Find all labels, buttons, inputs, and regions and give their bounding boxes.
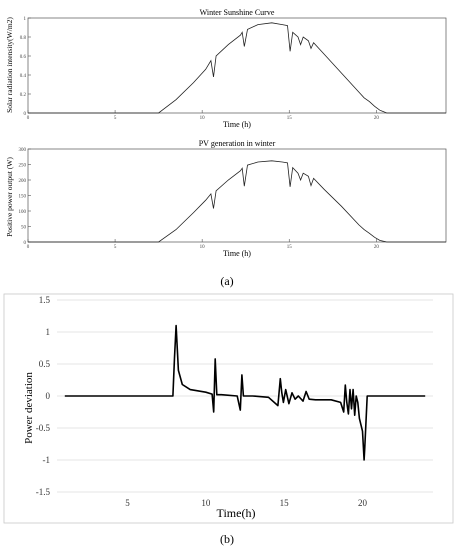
- panel-sunshine-xlabel: Time (h): [223, 120, 251, 129]
- panel-sunshine-plot-frame: [27, 17, 447, 114]
- y-tick-label: 50: [21, 225, 27, 230]
- y-tick-label: 250: [19, 163, 27, 168]
- panel-sunshine-line: [28, 22, 446, 114]
- y-tick-label: 0.2: [20, 93, 27, 98]
- y-tick-label: 0: [24, 112, 27, 117]
- y-tick-label: 300: [19, 148, 27, 153]
- panel-pv-line: [28, 160, 446, 243]
- x-tick-label: 10: [200, 116, 206, 121]
- panel-deviation-line: [64, 324, 426, 461]
- y-tick-label: 150: [19, 194, 27, 199]
- y-tick-label: 0.8: [20, 36, 27, 41]
- panel-deviation-xlabel: Time(h): [217, 506, 256, 520]
- y-tick-label: 1.5: [39, 295, 51, 305]
- x-tick-label: 20: [374, 116, 380, 121]
- x-tick-label: 20: [358, 498, 368, 508]
- y-tick-label: 0.5: [39, 359, 51, 369]
- y-tick-label: 0.4: [20, 74, 27, 79]
- panel-pv-ticks: 0 50 100 150 200 250 300 0 5 10 15 20: [19, 148, 380, 250]
- panel-sunshine-ticks: 00.20.40.60.810 5 10 15 20: [20, 17, 380, 121]
- x-tick-label: 0: [27, 245, 30, 250]
- x-tick-label: 0: [27, 116, 30, 121]
- x-tick-label: 15: [287, 116, 293, 121]
- x-tick-label: 10: [201, 498, 211, 508]
- panel-deviation: -1.5 -1 -0.5 0 0.5 1 1.5 5 10 15 20 Time(h) Power …: [3, 293, 454, 524]
- y-tick-label: 1: [24, 17, 27, 22]
- x-tick-label: 5: [114, 245, 117, 250]
- panel-pv-plot-frame: [27, 148, 447, 243]
- caption-b: (b): [220, 532, 234, 546]
- x-tick-label: 15: [287, 245, 293, 250]
- panel-pv: PV generation in winter 0501001502002503…: [5, 139, 447, 258]
- x-tick-label: 20: [374, 245, 380, 250]
- x-tick-label: 5: [125, 498, 130, 508]
- y-tick-label: 200: [19, 179, 27, 184]
- panel-pv-ylabel: Positive power output (W): [5, 157, 14, 237]
- y-tick-label: 100: [19, 210, 27, 215]
- x-tick-label: 5: [114, 116, 117, 121]
- y-tick-label: -1: [43, 455, 51, 465]
- panel-deviation-ylabel: Power deviation: [23, 372, 35, 444]
- y-tick-label: 0: [46, 391, 51, 401]
- panel-deviation-ticks: -1.5 -1 -0.5 0 0.5 1 1.5 5 10 15 20: [36, 295, 368, 508]
- y-tick-label: -1.5: [36, 487, 51, 497]
- y-tick-label: -0.5: [36, 423, 51, 433]
- caption-a: (a): [220, 274, 233, 288]
- y-tick-label: 0: [24, 241, 27, 246]
- panel-sunshine: Winter Sunshine Curve 00.20.40.60.810 5 10…: [5, 8, 447, 129]
- panel-pv-xlabel: Time (h): [223, 249, 251, 258]
- panel-pv-title: PV generation in winter: [199, 139, 276, 148]
- y-tick-label: 0.6: [20, 55, 27, 60]
- y-tick-label: 1: [46, 327, 51, 337]
- x-tick-label: 10: [200, 245, 206, 250]
- panel-sunshine-title: Winter Sunshine Curve: [200, 8, 275, 17]
- panel-sunshine-ylabel: Solar radiation intensity(W/m2): [5, 17, 14, 113]
- panel-deviation-frame: [3, 293, 454, 524]
- x-tick-label: 15: [280, 498, 290, 508]
